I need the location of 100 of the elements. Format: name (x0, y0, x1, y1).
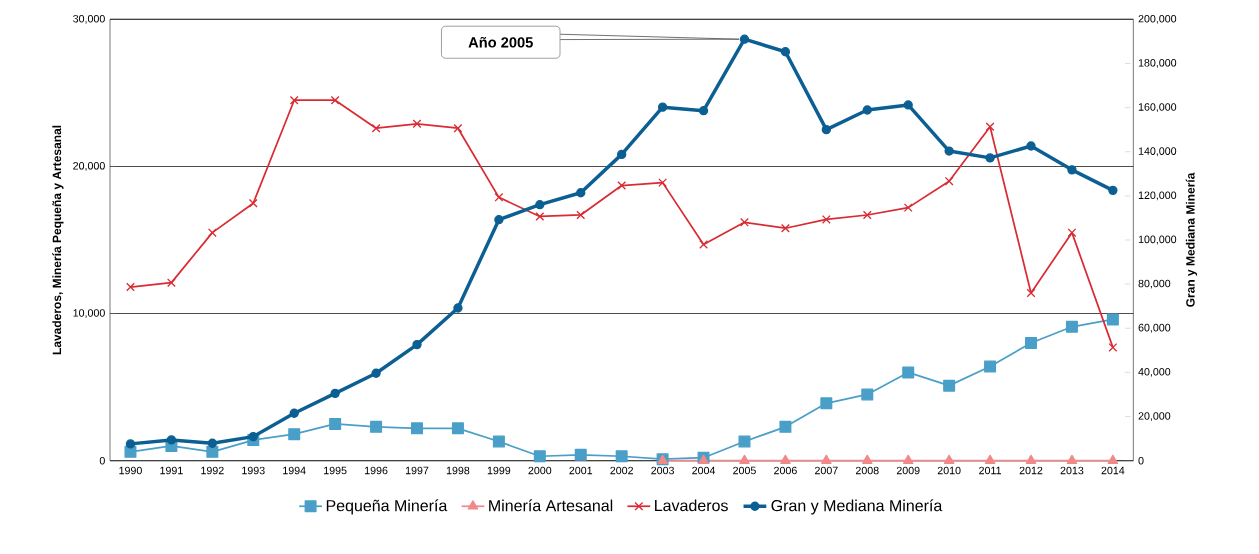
point (494, 192, 504, 202)
point (984, 360, 997, 373)
y-tick-label: 0 (99, 456, 105, 465)
point (943, 454, 955, 464)
point (535, 212, 545, 221)
x-tick-label: 2000 (528, 466, 552, 475)
y2-tick-label: 160,000 (1138, 103, 1177, 112)
x-tick-label: 1991 (160, 466, 183, 475)
legend-label: Lavaderos (655, 499, 728, 512)
point (1025, 336, 1038, 349)
annotation: Año 2005 (468, 36, 533, 48)
point (861, 388, 874, 401)
point (821, 125, 832, 135)
point (288, 428, 301, 441)
point (1026, 288, 1036, 298)
point (1026, 141, 1036, 151)
point (821, 454, 832, 464)
x-tick-label: 2013 (1060, 466, 1084, 475)
point (371, 123, 381, 133)
point (617, 181, 627, 191)
x-tick-label: 2007 (815, 466, 838, 475)
point (862, 210, 872, 220)
x-tick-label: 1990 (119, 466, 142, 475)
y2-tick-label: 40,000 (1138, 368, 1171, 377)
point (494, 215, 504, 225)
point (780, 223, 790, 233)
point (617, 149, 627, 160)
x-tick-label: 1997 (405, 466, 429, 475)
y2-tick-label: 60,000 (1138, 323, 1171, 333)
x-tick-label: 2012 (1019, 466, 1043, 475)
point (289, 408, 299, 418)
point (453, 303, 463, 313)
point (780, 47, 791, 57)
point (207, 438, 218, 448)
point (1066, 454, 1078, 464)
point (535, 200, 545, 210)
x-tick-label: 2011 (979, 466, 1002, 475)
y-axis-title: Lavaderos, Minería Pequeña y Artesanal (52, 125, 64, 355)
y2-tick-label: 100,000 (1138, 235, 1177, 245)
point (985, 153, 995, 163)
x-tick-label: 2006 (774, 466, 797, 475)
y2-tick-label: 140,000 (1138, 147, 1177, 157)
point (1067, 165, 1077, 175)
point (1065, 320, 1078, 333)
x-tick-label: 1992 (201, 466, 224, 475)
x-tick-label: 2002 (610, 466, 633, 475)
y2-tick-label: 180,000 (1138, 59, 1177, 68)
x-tick-label: 2008 (855, 466, 879, 475)
point (1108, 185, 1118, 196)
point (371, 368, 381, 378)
point (739, 34, 750, 44)
point (862, 105, 872, 115)
x-tick-label: 1995 (324, 466, 347, 475)
point (903, 100, 913, 110)
point (1108, 342, 1118, 352)
point (412, 119, 422, 129)
point (453, 123, 463, 133)
point (902, 366, 915, 379)
x-tick-label: 1998 (446, 466, 470, 475)
y-tick-label: 20,000 (73, 162, 105, 171)
point (412, 339, 422, 350)
point (657, 102, 668, 112)
point (1067, 228, 1077, 238)
point (289, 95, 299, 105)
point (861, 454, 873, 464)
point (329, 417, 342, 430)
point (125, 439, 136, 449)
point (1107, 454, 1119, 464)
y-tick-label: 10,000 (73, 309, 105, 318)
x-tick-label: 2003 (651, 466, 674, 475)
y2-tick-label: 120,000 (1138, 191, 1177, 201)
x-tick-label: 1994 (283, 466, 306, 475)
point (658, 178, 668, 188)
point (574, 448, 587, 461)
point (166, 435, 177, 445)
point (985, 122, 995, 132)
point (411, 422, 424, 435)
point (615, 450, 628, 463)
y-tick-label: 30,000 (73, 14, 105, 24)
y2-tick-label: 200,000 (1138, 14, 1177, 24)
point (207, 228, 217, 238)
x-tick-label: 2009 (896, 466, 920, 475)
legend-label: Pequeña Minería (326, 499, 448, 515)
point (1106, 313, 1119, 326)
point (738, 435, 751, 448)
point (740, 217, 749, 227)
x-tick-label: 1993 (242, 466, 265, 475)
point (206, 445, 219, 458)
point (902, 454, 914, 464)
point (944, 176, 954, 186)
x-tick-label: 1999 (487, 466, 511, 475)
point (699, 239, 708, 249)
x-tick-label: 1996 (365, 466, 388, 475)
point (248, 431, 258, 442)
point (739, 454, 750, 464)
y2-tick-label: 20,000 (1138, 412, 1171, 421)
legend-label: Minería Artesanal (489, 499, 613, 512)
point (533, 450, 546, 463)
point (698, 106, 709, 116)
point (820, 397, 833, 410)
